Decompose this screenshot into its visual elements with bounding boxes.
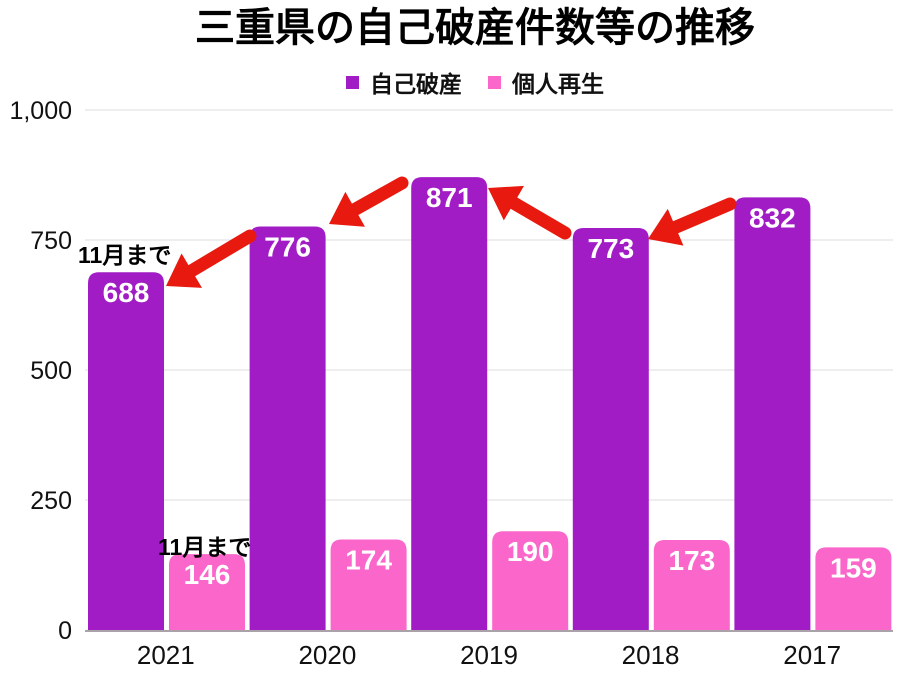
- bar-value-label: 190: [507, 536, 554, 567]
- arrow-shaft-1: [185, 229, 257, 278]
- y-axis-tick-label: 500: [30, 357, 72, 385]
- x-axis-tick-label: 2021: [137, 640, 195, 670]
- bar-kojin-saisei-2021: [169, 554, 245, 630]
- bar-value-label: 159: [830, 552, 877, 583]
- bar-value-label: 832: [749, 202, 796, 233]
- arrow-shaft-3: [507, 196, 572, 240]
- bar-value-label: 776: [264, 231, 311, 262]
- x-axis-tick-label: 2018: [622, 640, 680, 670]
- bar-value-label: 146: [184, 559, 231, 590]
- annotation-label-2: 11月まで: [158, 534, 251, 560]
- arrow-head-4: [648, 208, 684, 246]
- bar-jiko-hasan-2018: [572, 228, 649, 631]
- y-axis-tick-label: 750: [30, 227, 72, 255]
- y-axis-tick-label: 250: [30, 487, 72, 515]
- x-axis-tick-label: 2017: [783, 640, 841, 670]
- bar-jiko-hasan-2017: [734, 197, 811, 631]
- arrow-shaft-4: [669, 197, 737, 234]
- arrow-head-3: [488, 185, 524, 221]
- bar-jiko-hasan-2021: [88, 272, 164, 630]
- bar-value-label: 173: [668, 545, 715, 576]
- bar-kojin-saisei-2019: [492, 531, 569, 630]
- bar-jiko-hasan-2020: [249, 226, 326, 631]
- x-axis-tick-label: 2019: [460, 640, 518, 670]
- bar-kojin-saisei-2018: [653, 540, 730, 630]
- bar-value-label: 174: [345, 545, 392, 576]
- bar-value-label: 688: [103, 277, 150, 308]
- bar-jiko-hasan-2019: [411, 177, 488, 630]
- bar-value-label: 773: [587, 233, 634, 264]
- arrow-head-1: [166, 253, 203, 288]
- bar-kojin-saisei-2017: [815, 547, 892, 630]
- y-axis-tick-label: 1,000: [9, 97, 72, 125]
- arrow-shaft-2: [348, 176, 409, 216]
- annotation-label-1: 11月まで: [78, 242, 171, 268]
- arrow-head-2: [329, 191, 365, 227]
- x-axis-tick-label: 2020: [298, 640, 356, 670]
- bar-kojin-saisei-2020: [330, 539, 407, 630]
- y-axis-tick-label: 0: [58, 617, 72, 645]
- bar-value-label: 871: [426, 182, 473, 213]
